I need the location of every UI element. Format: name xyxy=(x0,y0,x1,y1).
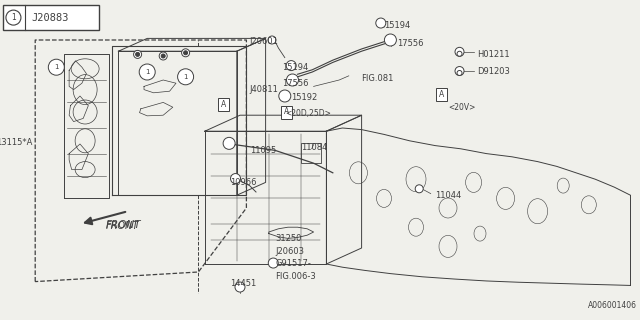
Text: H01211: H01211 xyxy=(477,50,509,59)
Text: A: A xyxy=(221,100,226,109)
Bar xyxy=(3,5,99,30)
Text: FIG.081: FIG.081 xyxy=(362,74,394,83)
Text: 17556: 17556 xyxy=(282,79,308,88)
Circle shape xyxy=(279,90,291,102)
Circle shape xyxy=(376,18,386,28)
Text: FIG.006-3: FIG.006-3 xyxy=(275,272,316,281)
Circle shape xyxy=(223,137,235,149)
Text: J20603: J20603 xyxy=(275,247,304,256)
Text: 31250: 31250 xyxy=(275,234,301,243)
Text: A006001406: A006001406 xyxy=(588,301,637,310)
Text: 17556: 17556 xyxy=(397,39,423,48)
Circle shape xyxy=(161,54,165,58)
Text: 14451: 14451 xyxy=(230,279,257,288)
Text: 10966: 10966 xyxy=(230,178,257,187)
Text: J20883: J20883 xyxy=(31,12,68,23)
Bar xyxy=(301,143,321,163)
Circle shape xyxy=(385,34,396,46)
Circle shape xyxy=(268,36,276,44)
Text: 1: 1 xyxy=(145,69,150,75)
Circle shape xyxy=(415,185,423,193)
Text: FRONT: FRONT xyxy=(106,220,139,231)
Text: 13115*A: 13115*A xyxy=(0,138,32,147)
Circle shape xyxy=(235,282,245,292)
Circle shape xyxy=(182,49,189,57)
Text: FRONT: FRONT xyxy=(106,220,141,230)
Text: J20601: J20601 xyxy=(250,37,278,46)
Circle shape xyxy=(287,74,298,86)
Text: A: A xyxy=(439,90,444,99)
Circle shape xyxy=(286,60,296,71)
Circle shape xyxy=(136,52,140,56)
Bar xyxy=(436,88,447,101)
Circle shape xyxy=(49,59,64,75)
Circle shape xyxy=(455,47,464,56)
Circle shape xyxy=(268,258,278,268)
Text: 15194: 15194 xyxy=(384,21,410,30)
Circle shape xyxy=(140,64,156,80)
Text: J40811: J40811 xyxy=(250,85,278,94)
Circle shape xyxy=(159,52,167,60)
Text: G91517-: G91517- xyxy=(275,260,311,268)
Text: 11084: 11084 xyxy=(301,143,327,152)
Text: 1: 1 xyxy=(11,13,16,22)
Text: 1: 1 xyxy=(54,64,59,70)
Text: <20V>: <20V> xyxy=(448,103,476,112)
Text: 11095: 11095 xyxy=(250,146,276,155)
Text: <20D,25D>: <20D,25D> xyxy=(285,109,331,118)
Bar xyxy=(218,99,229,111)
Circle shape xyxy=(184,51,188,55)
Circle shape xyxy=(230,173,241,184)
Text: 1: 1 xyxy=(183,74,188,80)
Bar xyxy=(280,106,292,118)
Circle shape xyxy=(6,10,21,25)
Circle shape xyxy=(178,69,193,85)
Circle shape xyxy=(134,51,141,59)
Text: 11044: 11044 xyxy=(435,191,461,200)
Text: 15194: 15194 xyxy=(282,63,308,72)
Text: D91203: D91203 xyxy=(477,68,509,76)
Circle shape xyxy=(455,67,464,76)
Circle shape xyxy=(457,51,462,56)
Text: 15192: 15192 xyxy=(291,93,317,102)
Text: A: A xyxy=(284,108,289,116)
Circle shape xyxy=(457,70,462,76)
